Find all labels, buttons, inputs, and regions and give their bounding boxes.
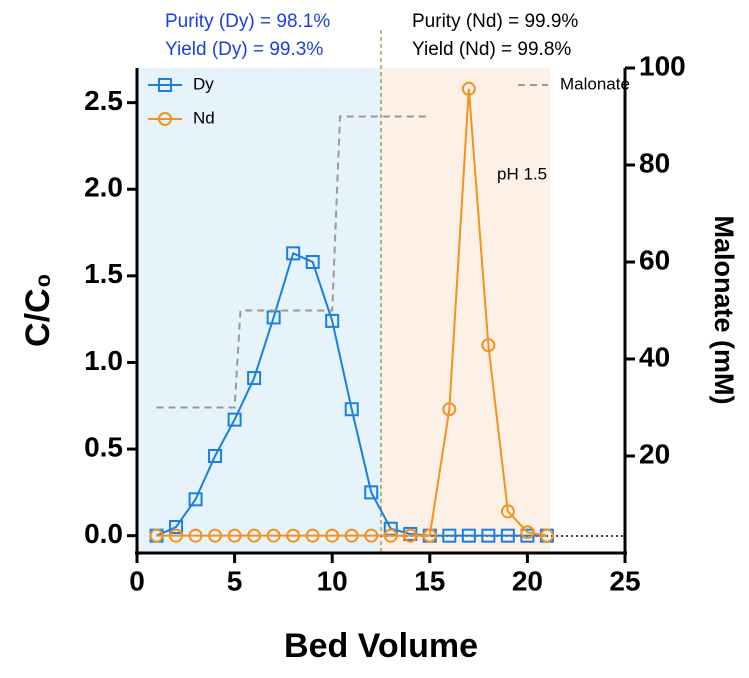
- x-tick-label: 10: [317, 565, 348, 596]
- malonate-line: [156, 115, 430, 409]
- marker: [403, 528, 418, 543]
- legend-label: Dy: [193, 74, 214, 93]
- marker: [266, 528, 281, 543]
- marker: [305, 255, 320, 269]
- marker: [461, 81, 476, 96]
- marker: [325, 528, 340, 543]
- marker: [208, 528, 223, 543]
- y-tick-label: 2.5: [84, 85, 123, 116]
- x-tick-label: 0: [129, 565, 145, 596]
- annotation: Yield (Nd) = 99.8%: [412, 39, 571, 60]
- marker: [188, 528, 203, 543]
- marker: [208, 449, 223, 463]
- marker: [422, 528, 437, 543]
- annotation: pH 1.5: [497, 164, 547, 183]
- y-axis-label: C/C₀: [19, 273, 57, 347]
- marker: [286, 528, 301, 543]
- marker: [500, 528, 515, 543]
- marker: [227, 412, 242, 427]
- marker: [305, 528, 320, 543]
- marker: [169, 528, 184, 543]
- x-tick-label: 20: [512, 565, 543, 596]
- annotation: Purity (Nd) = 99.9%: [412, 11, 578, 32]
- annotation: Yield (Dy) = 99.3%: [165, 39, 323, 60]
- y-tick-label: 0.5: [84, 431, 123, 462]
- marker: [188, 492, 203, 507]
- marker: [344, 528, 359, 543]
- x-tick-label: 5: [227, 565, 243, 596]
- x-axis-label: Bed Volume: [284, 627, 478, 665]
- marker: [520, 525, 535, 540]
- marker: [227, 528, 242, 543]
- marker: [442, 528, 457, 543]
- marker: [247, 528, 262, 543]
- legend-label: Malonate: [560, 74, 630, 93]
- marker: [169, 520, 184, 535]
- marker: [364, 485, 379, 500]
- y2-tick-label: 40: [639, 341, 670, 372]
- x-tick-label: 15: [414, 565, 445, 596]
- y2-tick-label: 100: [639, 50, 686, 81]
- y-tick-label: 1.5: [84, 258, 123, 289]
- marker: [461, 528, 476, 543]
- y2-tick-label: 20: [639, 438, 670, 469]
- x-tick-label: 25: [609, 565, 640, 596]
- y-tick-label: 0.0: [84, 518, 123, 549]
- marker: [247, 371, 262, 386]
- y2-tick-label: 60: [639, 244, 670, 275]
- marker: [325, 313, 340, 328]
- legend-marker: [158, 112, 172, 126]
- y-tick-label: 2.0: [84, 172, 123, 203]
- marker: [149, 528, 164, 543]
- marker: [344, 402, 359, 417]
- y-tick-label: 1.0: [84, 345, 123, 376]
- marker: [364, 528, 379, 543]
- marker: [481, 338, 496, 353]
- marker: [500, 504, 515, 519]
- marker: [539, 528, 554, 543]
- y2-tick-label: 80: [639, 147, 670, 178]
- marker: [442, 402, 457, 417]
- marker: [383, 528, 398, 543]
- legend-marker: [158, 78, 172, 92]
- annotation: Purity (Dy) = 98.1%: [165, 11, 330, 32]
- legend-label: Nd: [193, 108, 215, 127]
- marker: [286, 246, 301, 261]
- y2-axis-label: Malonate (mM): [709, 216, 739, 405]
- marker: [481, 528, 496, 543]
